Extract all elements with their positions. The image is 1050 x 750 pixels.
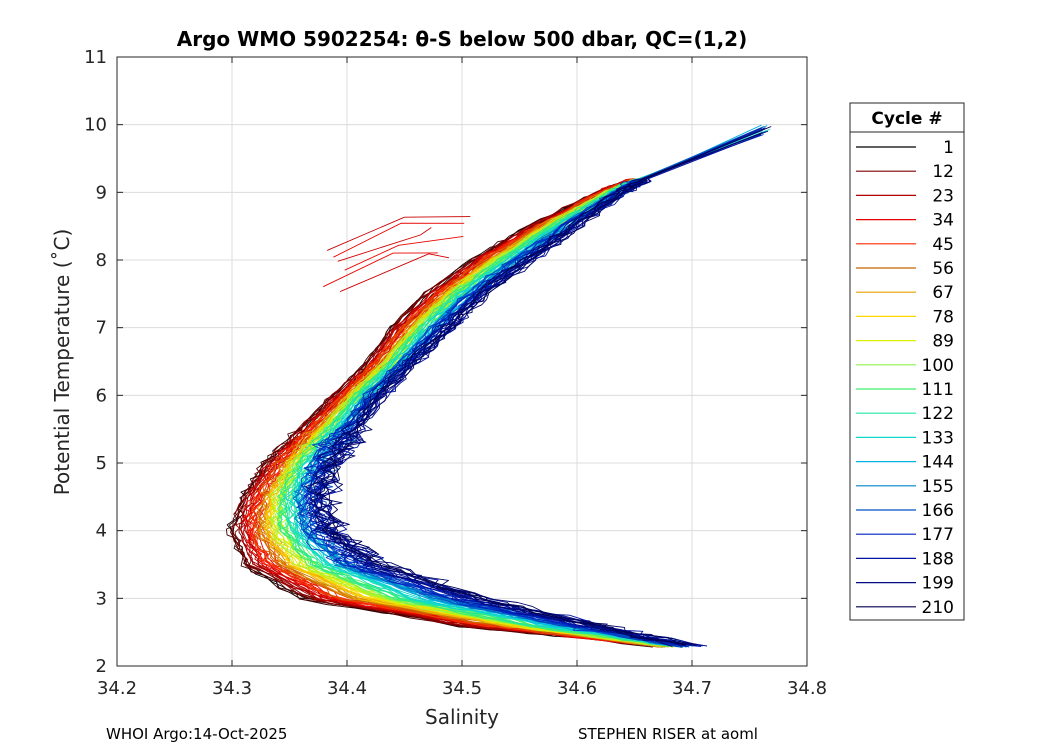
cycle-curve <box>276 178 674 647</box>
cycle-curve <box>243 178 657 647</box>
x-tick-label: 34.6 <box>557 678 597 699</box>
cycle-curve <box>259 178 667 647</box>
legend-title: Cycle # <box>871 109 942 129</box>
legend-label: 23 <box>932 186 954 206</box>
y-tick-label: 4 <box>96 521 107 542</box>
legend-label: 210 <box>922 598 954 618</box>
cycle-curve <box>337 227 432 262</box>
cycle-curve <box>247 178 663 648</box>
cycle-curve <box>284 178 680 645</box>
cycle-curve <box>333 222 465 258</box>
y-tick-label: 11 <box>84 47 107 68</box>
cycle-curve <box>315 178 703 647</box>
cycle-curve <box>231 178 655 647</box>
cycle-curve <box>344 235 464 271</box>
chart-title: Argo WMO 5902254: θ-S below 500 dbar, QC… <box>177 27 747 51</box>
cycle-curve <box>269 178 662 645</box>
legend-label: 12 <box>932 162 954 182</box>
cycle-curve <box>308 130 769 645</box>
x-axis-label: Salinity <box>425 705 499 729</box>
cycle-curve <box>323 252 438 288</box>
x-tick-label: 34.5 <box>442 678 482 699</box>
x-tick-label: 34.4 <box>327 678 367 699</box>
legend-label: 166 <box>922 501 954 521</box>
y-tick-label: 3 <box>96 588 107 609</box>
cycle-curve <box>339 253 450 293</box>
legend-label: 188 <box>922 549 954 569</box>
cycle-curve <box>310 126 772 646</box>
legend-label: 67 <box>932 283 954 303</box>
legend-label: 133 <box>922 428 954 448</box>
legend-label: 122 <box>922 404 954 424</box>
legend-label: 199 <box>922 574 954 594</box>
cycle-curves <box>225 124 772 648</box>
x-tick-label: 34.7 <box>672 678 712 699</box>
cycle-curve <box>277 131 767 648</box>
y-tick-label: 2 <box>96 656 107 677</box>
y-tick-label: 7 <box>96 318 107 339</box>
x-tick-label: 34.8 <box>787 678 827 699</box>
legend-label: 1 <box>943 138 954 158</box>
y-axis-label: Potential Temperature (˚C) <box>50 229 74 496</box>
y-tick-label: 6 <box>96 385 107 406</box>
y-tick-label: 8 <box>96 250 107 271</box>
cycle-curve <box>320 132 763 646</box>
legend-label: 45 <box>932 235 954 255</box>
y-tick-label: 10 <box>84 115 107 136</box>
cycle-curve <box>234 178 652 645</box>
x-tick-label: 34.2 <box>97 678 137 699</box>
cycle-curve <box>299 178 690 646</box>
axis-ticks: 34.2 34.3 34.4 34.5 34.6 34.7 34.8 2 3 4 5 6 7 8 9 10 11 <box>84 47 827 699</box>
legend-label: 78 <box>932 307 954 327</box>
y-tick-label: 9 <box>96 182 107 203</box>
cycle-curve <box>326 216 471 251</box>
legend-label: 111 <box>922 380 954 400</box>
legend-label: 56 <box>932 259 954 279</box>
legend-label: 177 <box>922 525 954 545</box>
cycle-curve <box>317 178 699 646</box>
x-tick-label: 34.3 <box>212 678 252 699</box>
y-tick-label: 5 <box>96 453 107 474</box>
legend: Cycle # 1 12 23 34 45 56 67 78 89 100 111 122 133 144… <box>849 102 965 621</box>
legend-label: 144 <box>922 453 954 473</box>
cycle-curve <box>240 178 656 645</box>
cycle-curve <box>278 128 766 648</box>
cycle-curve <box>325 178 687 646</box>
footer-source: WHOI Argo:14-Oct-2025 <box>106 725 288 743</box>
footer-operator: STEPHEN RISER at aoml <box>578 725 758 743</box>
legend-label: 100 <box>922 356 954 376</box>
legend-label: 155 <box>922 477 954 497</box>
legend-label: 34 <box>932 211 954 231</box>
legend-label: 89 <box>932 332 954 352</box>
